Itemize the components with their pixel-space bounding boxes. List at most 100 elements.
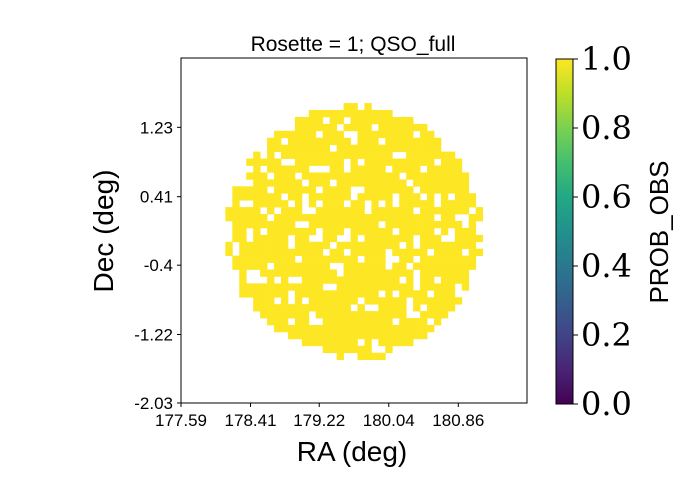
heatmap-cell	[260, 290, 267, 297]
heatmap-cell	[434, 138, 441, 145]
heatmap-cell	[295, 235, 302, 242]
heatmap-cell	[434, 152, 441, 159]
heatmap-cell	[371, 110, 378, 117]
heatmap-cell	[385, 269, 392, 276]
heatmap-cell	[455, 263, 462, 270]
heatmap-cell	[323, 138, 330, 145]
heatmap-cell	[232, 221, 239, 228]
heatmap-cell	[267, 165, 274, 172]
heatmap-cell	[288, 304, 295, 311]
heatmap-cell	[385, 117, 392, 124]
heatmap-cell	[316, 110, 323, 117]
heatmap-cell	[351, 145, 358, 152]
heatmap-cell	[232, 256, 239, 263]
heatmap-cell	[288, 256, 295, 263]
heatmap-cell	[281, 256, 288, 263]
heatmap-cell	[246, 172, 253, 179]
heatmap-cell	[392, 165, 399, 172]
heatmap-cell	[274, 249, 281, 256]
heatmap-cell	[281, 311, 288, 318]
heatmap-cell	[371, 332, 378, 339]
heatmap-cell	[427, 276, 434, 283]
heatmap-cell	[406, 269, 413, 276]
heatmap-cell	[406, 276, 413, 283]
heatmap-cell	[357, 110, 364, 117]
heatmap-cell	[302, 263, 309, 270]
y-tick-label: -0.4	[144, 256, 173, 275]
heatmap-cell	[267, 228, 274, 235]
heatmap-cell	[476, 249, 483, 256]
heatmap-cell	[246, 221, 253, 228]
heatmap-cell	[364, 172, 371, 179]
heatmap-cell	[441, 152, 448, 159]
colorbar-axis: 0.00.20.40.60.81.0	[573, 40, 632, 423]
heatmap-cell	[274, 318, 281, 325]
heatmap-cell	[462, 228, 469, 235]
heatmap-cell	[295, 186, 302, 193]
heatmap-cell	[378, 214, 385, 221]
heatmap-cell	[246, 290, 253, 297]
heatmap-cell	[309, 110, 316, 117]
heatmap-cell	[344, 290, 351, 297]
heatmap-cell	[309, 200, 316, 207]
heatmap-cell	[371, 325, 378, 332]
heatmap-cell	[281, 172, 288, 179]
heatmap-cell	[295, 297, 302, 304]
heatmap-cell	[337, 186, 344, 193]
heatmap-cell	[385, 318, 392, 325]
heatmap-cell	[309, 152, 316, 159]
heatmap-cell	[385, 179, 392, 186]
heatmap-cell	[351, 318, 358, 325]
heatmap-cell	[364, 276, 371, 283]
heatmap-cell	[288, 214, 295, 221]
heatmap-cell	[337, 242, 344, 249]
heatmap-cell	[476, 214, 483, 221]
heatmap-cell	[413, 159, 420, 166]
heatmap-cell	[455, 159, 462, 166]
heatmap-cell	[420, 138, 427, 145]
heatmap-cell	[399, 332, 406, 339]
heatmap-cell	[288, 228, 295, 235]
heatmap-cell	[441, 172, 448, 179]
heatmap-cell	[309, 276, 316, 283]
heatmap-cell	[448, 269, 455, 276]
colorbar-tick-label: 0.4	[581, 247, 632, 285]
heatmap-cell	[427, 186, 434, 193]
heatmap-cell	[448, 214, 455, 221]
heatmap-cell	[462, 172, 469, 179]
heatmap-cell	[288, 263, 295, 270]
heatmap-cell	[239, 283, 246, 290]
heatmap-cell	[281, 235, 288, 242]
colorbar-label: PROB_OBS	[644, 160, 674, 303]
heatmap-cell	[344, 186, 351, 193]
heatmap-cell	[378, 124, 385, 131]
heatmap-cell	[295, 124, 302, 131]
heatmap-cell	[357, 145, 364, 152]
heatmap-cell	[392, 124, 399, 131]
heatmap-cell	[427, 200, 434, 207]
heatmap-cell	[344, 207, 351, 214]
heatmap-cell	[364, 290, 371, 297]
heatmap-cell	[385, 138, 392, 145]
heatmap-cell	[448, 242, 455, 249]
heatmap-cell	[232, 207, 239, 214]
heatmap-cell	[392, 249, 399, 256]
heatmap-cell	[420, 249, 427, 256]
heatmap-cell	[392, 311, 399, 318]
heatmap-cell	[253, 159, 260, 166]
heatmap-cell	[371, 311, 378, 318]
heatmap-cell	[330, 165, 337, 172]
heatmap-cell	[330, 290, 337, 297]
heatmap-cell	[337, 318, 344, 325]
heatmap-cell	[330, 249, 337, 256]
heatmap-cell	[323, 235, 330, 242]
heatmap-cell	[232, 186, 239, 193]
heatmap-cell	[406, 339, 413, 346]
heatmap-cell	[378, 339, 385, 346]
heatmap-cell	[448, 276, 455, 283]
heatmap-cell	[316, 249, 323, 256]
heatmap-cell	[357, 332, 364, 339]
heatmap-cell	[406, 145, 413, 152]
heatmap-cell	[448, 256, 455, 263]
heatmap-cell	[239, 263, 246, 270]
